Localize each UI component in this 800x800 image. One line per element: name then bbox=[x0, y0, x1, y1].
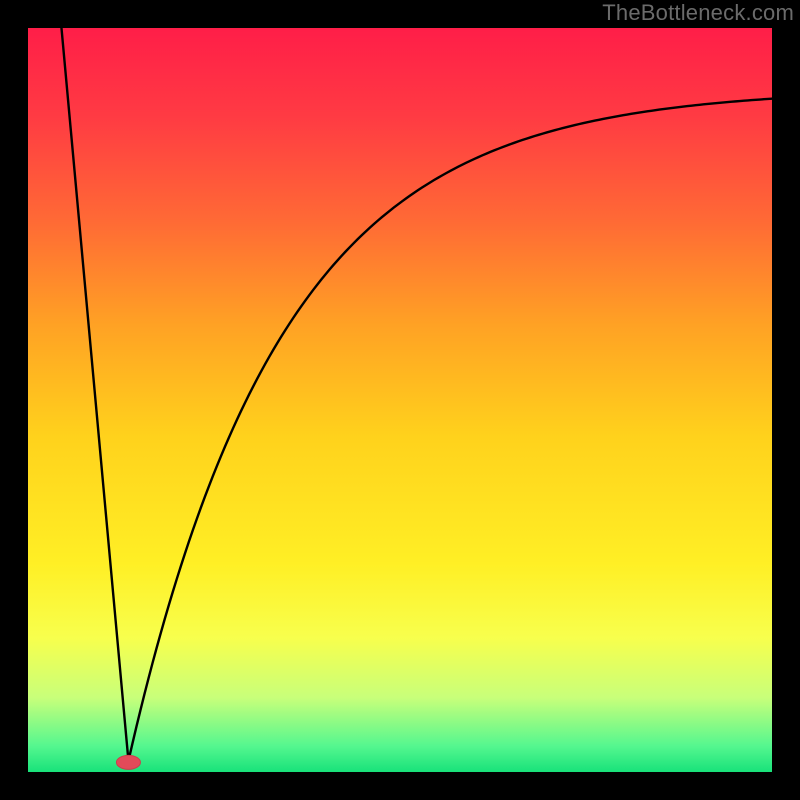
chart-root: TheBottleneck.com bbox=[0, 0, 800, 800]
bottleneck-chart bbox=[0, 0, 800, 800]
watermark-label: TheBottleneck.com bbox=[602, 0, 794, 26]
minimum-marker bbox=[116, 755, 140, 769]
chart-background bbox=[28, 28, 772, 772]
